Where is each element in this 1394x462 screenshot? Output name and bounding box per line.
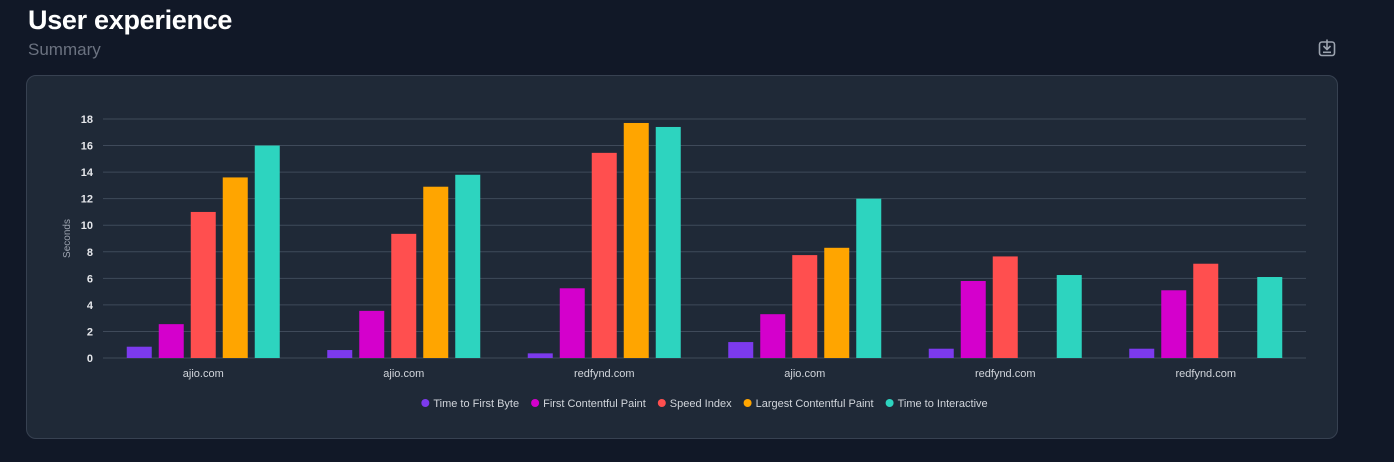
page-subtitle: Summary [28, 40, 101, 59]
bar[interactable] [792, 255, 818, 358]
bar[interactable] [559, 288, 585, 358]
bar[interactable] [423, 186, 449, 358]
legend-marker[interactable] [657, 399, 666, 407]
y-tick-label: 6 [87, 273, 93, 285]
legend-marker[interactable] [421, 399, 430, 407]
legend-marker[interactable] [531, 399, 540, 407]
page-header: User experience Summary [28, 4, 232, 62]
bar[interactable] [126, 346, 152, 358]
bar[interactable] [1193, 263, 1219, 358]
bar[interactable] [190, 211, 216, 358]
y-tick-label: 8 [87, 247, 93, 259]
bar[interactable] [158, 324, 184, 358]
bar-chart: 0 2 4 6 8 10 12 14 16 18 Seconds ajio.com ajio.com re… [62, 114, 1306, 410]
legend-label[interactable]: Largest Contentful Paint [756, 398, 874, 410]
x-tick-label: redfynd.com [574, 368, 635, 380]
download-button[interactable] [1316, 37, 1338, 59]
y-tick-label: 0 [87, 353, 93, 365]
y-tick-label: 10 [81, 220, 93, 232]
bar[interactable] [760, 314, 786, 358]
y-tick-label: 14 [81, 167, 94, 179]
bar[interactable] [359, 310, 385, 358]
bar[interactable] [1129, 348, 1155, 358]
bar[interactable] [527, 353, 553, 358]
x-tick-label: ajio.com [784, 368, 825, 380]
legend-marker[interactable] [743, 399, 752, 407]
legend-label[interactable]: First Contentful Paint [543, 398, 646, 410]
y-tick-label: 12 [81, 194, 93, 206]
bar[interactable] [591, 152, 617, 358]
y-tick-label: 18 [81, 114, 93, 126]
bar[interactable] [824, 247, 850, 358]
bar[interactable] [327, 350, 353, 358]
legend-label[interactable]: Speed Index [670, 398, 732, 410]
bar[interactable] [455, 174, 481, 358]
chart-card: 0 2 4 6 8 10 12 14 16 18 Seconds ajio.com ajio.com re… [26, 75, 1338, 439]
bar[interactable] [960, 280, 986, 358]
legend-label[interactable]: Time to Interactive [898, 398, 988, 410]
bar[interactable] [1056, 275, 1082, 358]
bar[interactable] [928, 348, 954, 358]
bar[interactable] [391, 233, 417, 358]
bar[interactable] [856, 198, 882, 358]
y-tick-label: 2 [87, 326, 93, 338]
legend-label[interactable]: Time to First Byte [433, 398, 519, 410]
download-icon [1318, 39, 1336, 57]
legend-marker[interactable] [885, 399, 894, 407]
bar[interactable] [623, 122, 649, 358]
bar[interactable] [222, 177, 248, 358]
y-axis-title: Seconds [62, 219, 73, 258]
bar[interactable] [1161, 290, 1187, 358]
bar[interactable] [728, 342, 754, 358]
y-tick-label: 4 [87, 300, 94, 312]
bar[interactable] [254, 145, 280, 358]
x-tick-label: ajio.com [183, 368, 224, 380]
page-title: User experience [28, 5, 233, 35]
bar[interactable] [655, 126, 681, 358]
bar[interactable] [1257, 277, 1283, 358]
x-tick-label: ajio.com [383, 368, 424, 380]
x-tick-label: redfynd.com [975, 368, 1036, 380]
y-tick-label: 16 [81, 141, 93, 153]
bar[interactable] [992, 256, 1018, 358]
x-tick-label: redfynd.com [1175, 368, 1236, 380]
